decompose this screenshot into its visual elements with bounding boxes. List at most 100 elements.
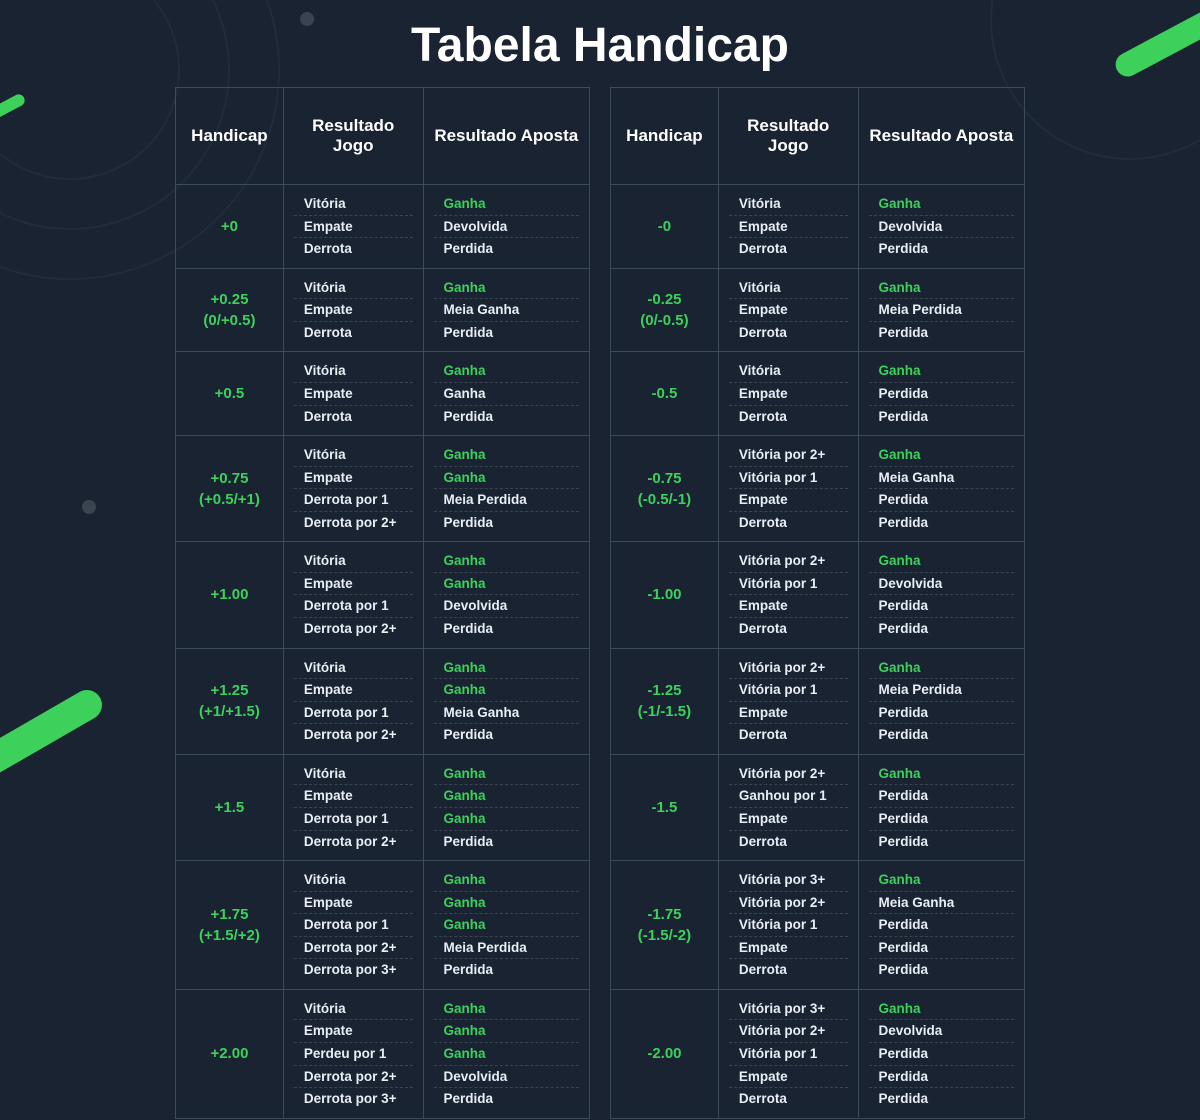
game-result-item: Vitória por 2+ <box>729 657 848 680</box>
table-row: +0.5VitóriaEmpateDerrotaGanhaGanhaPerdid… <box>176 352 590 436</box>
game-result-item: Vitória por 1 <box>729 573 848 596</box>
header-handicap: Handicap <box>611 88 719 185</box>
handicap-value: +0.75(+0.5/+1) <box>176 436 284 542</box>
table-row: +1.00VitóriaEmpateDerrota por 1Derrota p… <box>176 542 590 648</box>
table-row: +1.75(+1.5/+2)VitóriaEmpateDerrota por 1… <box>176 861 590 990</box>
game-result-item: Empate <box>294 383 413 406</box>
bet-result-cell: GanhaGanhaDevolvidaPerdida <box>423 542 589 648</box>
bet-result-cell: GanhaGanhaPerdida <box>423 352 589 436</box>
table-row: -1.25(-1/-1.5)Vitória por 2+Vitória por … <box>611 648 1025 754</box>
game-result-cell: VitóriaEmpateDerrota por 1Derrota por 2+ <box>283 648 423 754</box>
game-result-item: Vitória <box>294 277 413 300</box>
bet-result-item: Ganha <box>869 998 1014 1021</box>
bet-result-item: Devolvida <box>869 216 1014 239</box>
game-result-cell: VitóriaEmpateDerrota por 1Derrota por 2+ <box>283 754 423 860</box>
handicap-value: +0.25(0/+0.5) <box>176 268 284 352</box>
header-bet-result: Resultado Aposta <box>858 88 1024 185</box>
game-result-item: Vitória por 1 <box>729 1043 848 1066</box>
bet-result-item: Perdida <box>869 808 1014 831</box>
bet-result-cell: GanhaDevolvidaPerdidaPerdidaPerdida <box>858 989 1024 1118</box>
table-row: +0.75(+0.5/+1)VitóriaEmpateDerrota por 1… <box>176 436 590 542</box>
table-row: +1.5VitóriaEmpateDerrota por 1Derrota po… <box>176 754 590 860</box>
bet-result-item: Ganha <box>434 998 579 1021</box>
bet-result-item: Meia Perdida <box>434 937 579 960</box>
bet-result-item: Ganha <box>434 1043 579 1066</box>
bet-result-item: Ganha <box>869 550 1014 573</box>
bet-result-cell: GanhaDevolvidaPerdidaPerdida <box>858 542 1024 648</box>
bet-result-item: Ganha <box>434 892 579 915</box>
game-result-item: Vitória por 1 <box>729 679 848 702</box>
bet-result-item: Perdida <box>434 724 579 746</box>
bet-result-item: Ganha <box>434 383 579 406</box>
bet-result-item: Devolvida <box>434 216 579 239</box>
handicap-table-positive: Handicap Resultado Jogo Resultado Aposta… <box>175 87 590 1119</box>
table-row: -0VitóriaEmpateDerrotaGanhaDevolvidaPerd… <box>611 185 1025 269</box>
bet-result-item: Perdida <box>869 831 1014 853</box>
handicap-value: -0.5 <box>611 352 719 436</box>
bet-result-item: Meia Perdida <box>869 679 1014 702</box>
bet-result-item: Perdida <box>869 595 1014 618</box>
bet-result-cell: GanhaGanhaMeia PerdidaPerdida <box>423 436 589 542</box>
game-result-cell: VitóriaEmpateDerrota <box>718 352 858 436</box>
bet-result-item: Perdida <box>434 831 579 853</box>
game-result-item: Empate <box>294 573 413 596</box>
game-result-item: Derrota por 1 <box>294 914 413 937</box>
game-result-item: Derrota <box>729 512 848 534</box>
game-result-cell: Vitória por 2+Vitória por 1EmpateDerrota <box>718 436 858 542</box>
header-bet-result: Resultado Aposta <box>423 88 589 185</box>
game-result-cell: VitóriaEmpateDerrota <box>718 268 858 352</box>
bet-result-item: Perdida <box>434 322 579 344</box>
bet-result-item: Ganha <box>869 657 1014 680</box>
bet-result-item: Meia Ganha <box>434 702 579 725</box>
bet-result-item: Perdida <box>869 322 1014 344</box>
bet-result-item: Perdida <box>869 785 1014 808</box>
bet-result-item: Devolvida <box>869 1020 1014 1043</box>
game-result-item: Vitória por 2+ <box>729 444 848 467</box>
bet-result-item: Perdida <box>869 1043 1014 1066</box>
game-result-item: Derrota <box>729 322 848 344</box>
game-result-item: Empate <box>294 785 413 808</box>
bet-result-item: Ganha <box>434 1020 579 1043</box>
bet-result-cell: GanhaMeia PerdidaPerdidaPerdida <box>858 648 1024 754</box>
handicap-value: +0 <box>176 185 284 269</box>
bet-result-item: Perdida <box>869 489 1014 512</box>
game-result-item: Vitória <box>294 998 413 1021</box>
game-result-item: Ganhou por 1 <box>729 785 848 808</box>
bet-result-item: Ganha <box>434 444 579 467</box>
handicap-value: -1.25(-1/-1.5) <box>611 648 719 754</box>
game-result-item: Derrota <box>294 406 413 428</box>
page-title: Tabela Handicap <box>0 0 1200 87</box>
bet-result-item: Perdida <box>434 1088 579 1110</box>
game-result-item: Derrota por 2+ <box>294 512 413 534</box>
bet-result-item: Perdida <box>434 618 579 640</box>
header-handicap: Handicap <box>176 88 284 185</box>
bet-result-item: Perdida <box>869 383 1014 406</box>
game-result-item: Vitória por 1 <box>729 914 848 937</box>
bet-result-item: Ganha <box>434 808 579 831</box>
bet-result-item: Ganha <box>869 360 1014 383</box>
bet-result-item: Ganha <box>434 763 579 786</box>
game-result-item: Derrota <box>729 959 848 981</box>
game-result-item: Vitória por 2+ <box>729 550 848 573</box>
game-result-item: Derrota por 2+ <box>294 724 413 746</box>
bet-result-item: Ganha <box>434 573 579 596</box>
bet-result-cell: GanhaMeia GanhaPerdidaPerdida <box>858 436 1024 542</box>
game-result-item: Vitória <box>729 277 848 300</box>
game-result-item: Derrota <box>729 831 848 853</box>
handicap-value: -0 <box>611 185 719 269</box>
game-result-cell: VitóriaEmpateDerrota <box>718 185 858 269</box>
table-row: +1.25(+1/+1.5)VitóriaEmpateDerrota por 1… <box>176 648 590 754</box>
bet-result-item: Ganha <box>434 550 579 573</box>
header-game-result: Resultado Jogo <box>718 88 858 185</box>
bet-result-item: Perdida <box>869 1066 1014 1089</box>
game-result-cell: Vitória por 3+Vitória por 2+Vitória por … <box>718 861 858 990</box>
game-result-item: Derrota <box>729 1088 848 1110</box>
game-result-item: Empate <box>294 892 413 915</box>
header-game-result: Resultado Jogo <box>283 88 423 185</box>
bet-result-item: Ganha <box>434 679 579 702</box>
game-result-item: Empate <box>729 299 848 322</box>
handicap-value: +1.25(+1/+1.5) <box>176 648 284 754</box>
bet-result-item: Meia Perdida <box>869 299 1014 322</box>
table-header: Handicap Resultado Jogo Resultado Aposta <box>611 88 1025 185</box>
game-result-cell: Vitória por 2+Vitória por 1EmpateDerrota <box>718 648 858 754</box>
